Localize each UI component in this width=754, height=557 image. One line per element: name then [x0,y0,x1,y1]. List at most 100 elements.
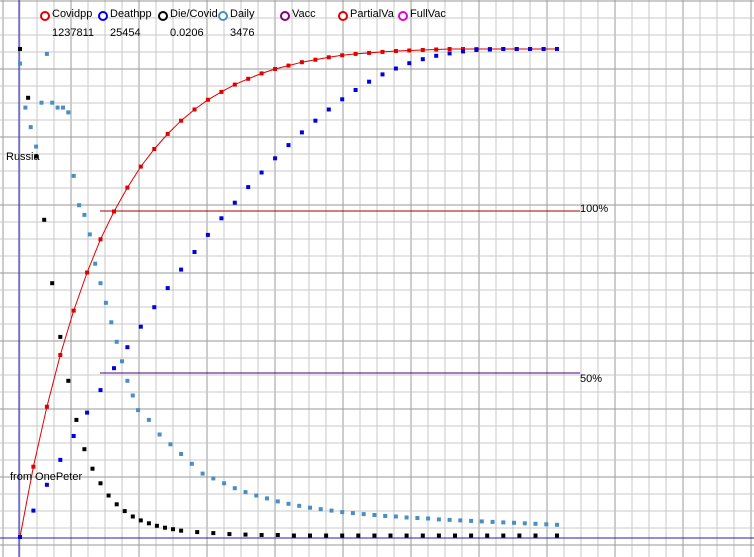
legend-label: Covidpp [52,8,93,20]
data-point [58,457,63,462]
data-point [222,481,227,486]
legend-swatch [158,11,168,21]
data-point [82,212,87,217]
data-point [18,47,22,51]
data-point [555,533,559,538]
legend-value: 0.0206 [170,27,204,39]
data-point [61,105,65,110]
data-point [393,66,398,71]
data-point [434,47,439,52]
data-point [426,516,431,521]
data-point [66,378,71,383]
data-point [544,522,549,527]
data-point [299,60,304,65]
data-point [318,507,323,512]
data-point [227,532,232,537]
data-point [192,250,197,254]
data-point [66,110,71,115]
data-point [308,505,312,510]
legend-label: Deathpp [110,8,152,20]
data-point [404,515,409,520]
data-point [313,118,318,123]
data-point [436,517,441,522]
source-label: from OnePeter [10,471,83,483]
data-point [50,281,55,286]
data-point [120,359,124,364]
data-point [152,305,157,310]
data-point [461,47,465,51]
data-point [487,47,492,52]
data-point [361,512,366,517]
data-point [211,476,216,481]
data-point [415,516,420,520]
data-point [383,514,388,518]
legend-label: Daily [230,8,255,20]
data-point [555,522,559,527]
ref-label-100: 100% [580,203,609,215]
data-point [453,533,457,538]
data-point [98,388,103,393]
data-point [232,82,237,87]
data-point [112,209,116,214]
data-point [512,520,516,525]
data-point [286,501,291,506]
data-point [259,71,264,76]
data-point [31,508,36,513]
data-point [192,107,197,112]
data-point [98,281,103,286]
data-point [125,185,130,190]
data-point [275,533,280,537]
data-point [404,533,409,538]
series-covidpp [18,47,559,539]
data-point [246,76,251,81]
data-point [82,447,87,452]
data-point [356,533,361,538]
data-point [44,51,49,56]
data-point [34,154,39,159]
data-point [340,510,345,515]
data-point [205,97,210,102]
data-point [313,57,318,62]
data-point [350,511,355,516]
data-point [138,324,143,329]
data-point [393,514,398,519]
series-daily [18,51,559,527]
legend-label: FullVac [410,8,446,20]
data-point [114,339,119,344]
country-label: Russia [6,151,40,163]
data-point [372,513,377,517]
data-point [434,53,439,58]
data-point [407,61,412,66]
legend-value: 25454 [110,27,141,39]
data-point [340,97,345,102]
data-point [420,48,425,52]
data-point [286,143,291,148]
data-point [77,203,82,208]
data-point [447,517,452,522]
data-point [367,50,372,55]
data-point [324,533,329,538]
data-point [232,486,237,491]
data-point [87,232,92,237]
data-point [388,533,393,538]
legend-swatch [398,11,408,21]
data-point [179,118,184,123]
data-point [200,471,205,476]
data-point [367,79,372,84]
data-point [42,217,47,222]
data-point [254,493,259,498]
data-point [205,232,210,237]
data-point [74,417,79,422]
legend-label: Die/Covid [170,8,218,20]
data-point [157,432,162,437]
data-point [340,533,345,538]
data-point [501,47,506,51]
data-point [420,57,425,62]
data-point [555,47,559,51]
data-point [479,519,484,524]
data-point [522,521,527,526]
data-point [501,533,506,538]
data-point [103,300,108,305]
